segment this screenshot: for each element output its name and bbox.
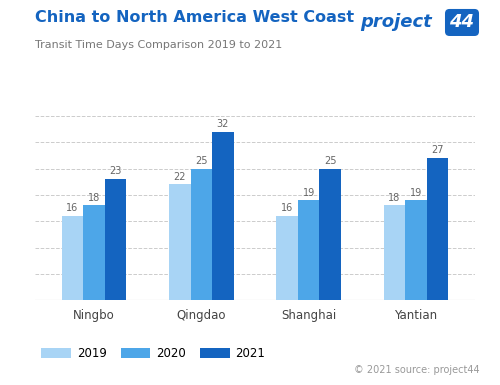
Bar [212,132,234,300]
Bar [276,216,298,300]
Text: 25: 25 [324,156,336,166]
Bar [426,158,448,300]
Text: 19: 19 [410,187,422,198]
Text: 18: 18 [388,193,400,203]
Text: 32: 32 [216,119,229,129]
Legend: 2019, 2020, 2021: 2019, 2020, 2021 [36,342,270,365]
Bar [84,206,105,300]
Text: 19: 19 [302,187,315,198]
Text: 22: 22 [174,172,186,182]
Text: 44: 44 [450,13,474,32]
Text: 18: 18 [88,193,100,203]
Text: 16: 16 [66,203,78,213]
Bar [169,184,190,300]
Text: 27: 27 [431,146,444,156]
Bar [190,169,212,300]
Text: 25: 25 [195,156,207,166]
Bar [384,206,405,300]
Text: China to North America West Coast: China to North America West Coast [35,10,354,25]
Text: © 2021 source: project44: © 2021 source: project44 [354,365,480,375]
Bar [62,216,84,300]
Bar [105,179,126,300]
Bar [405,200,426,300]
Text: project: project [360,13,432,32]
Text: 16: 16 [281,203,293,213]
Bar [298,200,320,300]
Bar [320,169,341,300]
Text: Transit Time Days Comparison 2019 to 2021: Transit Time Days Comparison 2019 to 202… [35,40,282,50]
Text: 23: 23 [110,166,122,176]
